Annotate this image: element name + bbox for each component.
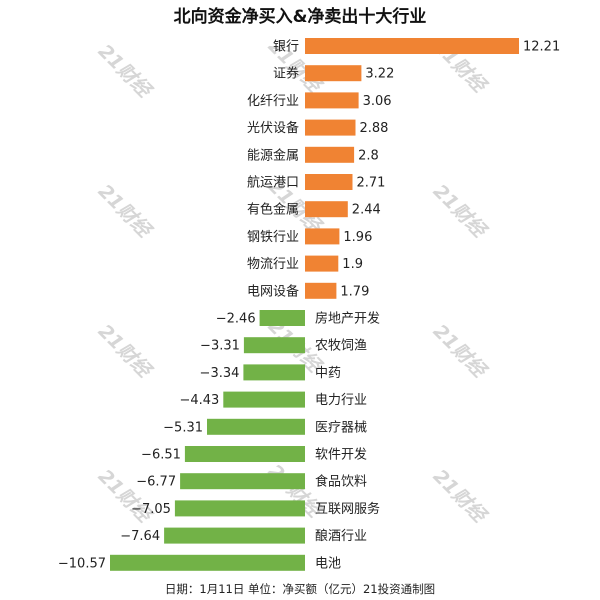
category-label: 化纤行业 [247, 94, 299, 109]
category-label: 中药 [315, 366, 341, 381]
bar-中药 [243, 364, 305, 381]
bar-电网设备 [305, 282, 337, 299]
category-label: 农牧饲渔 [315, 339, 367, 354]
value-label: 1.96 [343, 230, 372, 245]
bar-物流行业 [305, 255, 339, 272]
category-label: 医疗器械 [315, 420, 367, 435]
value-label: −5.31 [163, 420, 203, 435]
category-label: 互联网服务 [315, 501, 380, 517]
watermark-logo: 21财经 [94, 40, 157, 103]
value-label: −10.57 [58, 556, 106, 571]
bar-电力行业 [223, 391, 305, 408]
category-label: 证券 [273, 66, 299, 82]
value-label: −2.46 [216, 312, 256, 327]
bar-航运港口 [305, 174, 353, 190]
category-label: 电池 [315, 556, 341, 571]
bar-食品饮料 [180, 473, 305, 490]
value-label: 1.79 [340, 284, 369, 299]
watermark-logo: 21财经 [94, 180, 157, 243]
category-label: 物流行业 [247, 257, 299, 272]
value-label: −7.64 [120, 529, 160, 544]
watermark-logo: 21财经 [94, 320, 157, 383]
bar-互联网服务 [174, 500, 305, 517]
category-label: 有色金属 [247, 202, 299, 218]
footer-note: 日期：1月11日 单位：净买额（亿元）21投资通制图 [165, 582, 435, 596]
value-label: 2.44 [352, 203, 381, 218]
bar-钢铁行业 [305, 228, 340, 245]
bar-有色金属 [305, 201, 348, 218]
chart-title: 北向资金净买入&净卖出十大行业 [174, 6, 427, 27]
bar-能源金属 [305, 146, 355, 163]
watermark-logo: 21财经 [429, 465, 492, 528]
bars-layer: 银行 12.21 证券 3.22 化纤行业 3.06 光伏设备 2.88 能源金属 2.8 航运港口… [58, 38, 560, 571]
category-label: 食品饮料 [315, 474, 367, 490]
value-label: −6.51 [141, 448, 181, 463]
watermark-logo: 21财经 [429, 320, 492, 383]
category-label: 电力行业 [315, 393, 367, 408]
bar-光伏设备 [305, 119, 356, 136]
value-label: 1.9 [342, 257, 363, 272]
value-label: 12.21 [523, 40, 560, 55]
bar-软件开发 [184, 446, 305, 462]
value-label: −4.43 [179, 393, 219, 408]
bar-医疗器械 [207, 418, 305, 435]
category-label: 软件开发 [315, 447, 367, 463]
category-label: 电网设备 [247, 283, 299, 299]
category-label: 酿酒行业 [315, 528, 367, 544]
value-label: 2.8 [358, 148, 379, 163]
bar-房地产开发 [259, 310, 305, 326]
bar-化纤行业 [305, 92, 359, 109]
value-label: −6.77 [136, 475, 176, 490]
bar-酿酒行业 [164, 527, 305, 544]
value-label: 2.71 [357, 176, 386, 191]
category-label: 航运港口 [247, 175, 299, 191]
value-label: −3.31 [200, 339, 240, 354]
value-label: 3.22 [365, 67, 394, 82]
category-label: 房地产开发 [315, 311, 380, 327]
value-label: −7.05 [131, 502, 171, 517]
bar-农牧饲渔 [243, 337, 305, 354]
bar-电池 [110, 554, 305, 571]
value-label: −3.34 [200, 366, 240, 381]
category-label: 光伏设备 [247, 120, 299, 136]
bar-证券 [305, 65, 362, 82]
category-label: 能源金属 [247, 147, 299, 163]
category-label: 银行 [273, 40, 299, 55]
value-label: 2.88 [360, 121, 389, 136]
category-label: 钢铁行业 [247, 230, 299, 245]
watermark-logo: 21财经 [429, 180, 492, 243]
bar-银行 [305, 38, 519, 54]
value-label: 3.06 [363, 94, 392, 109]
